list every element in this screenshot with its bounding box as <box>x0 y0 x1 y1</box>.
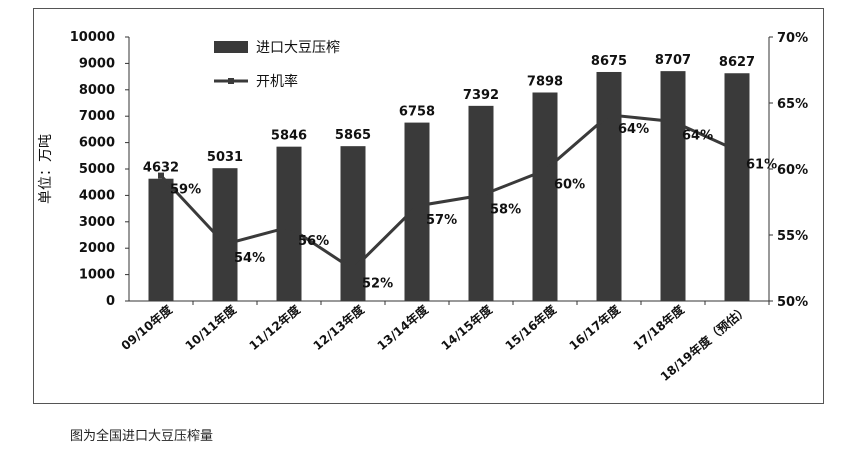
left-tick-label: 0 <box>106 294 115 309</box>
left-tick-label: 8000 <box>79 83 115 98</box>
category-label: 12/13年度 <box>310 301 368 353</box>
bar-value-label: 7898 <box>527 74 563 89</box>
line-point <box>670 118 676 125</box>
left-tick-label: 7000 <box>79 109 115 124</box>
category-label: 16/17年度 <box>566 301 624 353</box>
bar-value-label: 5031 <box>207 150 243 165</box>
line-point <box>414 202 420 209</box>
bar <box>340 146 366 301</box>
right-tick-label: 70% <box>777 31 808 46</box>
legend-bar-label: 进口大豆压榨 <box>256 39 340 56</box>
line-point <box>478 192 484 199</box>
line-value-label: 52% <box>362 276 393 291</box>
bar <box>148 178 174 301</box>
bars <box>148 71 750 302</box>
line-point <box>350 266 356 273</box>
legend-line-label: 开机率 <box>256 73 298 90</box>
category-label: 13/14年度 <box>374 301 432 353</box>
bar-value-label: 5846 <box>271 129 307 144</box>
data-labels: 4632 5031 5846 5865 6758 7392 7898 8675 8707 8627… <box>143 53 777 291</box>
left-tick-label: 10000 <box>70 30 115 45</box>
left-tick-label: 4000 <box>79 188 115 203</box>
line-value-label: 64% <box>682 128 713 143</box>
left-tick-label: 3000 <box>79 215 115 230</box>
left-tick-label: 9000 <box>79 56 115 71</box>
bar-value-label: 6758 <box>399 105 435 120</box>
bar <box>404 122 430 301</box>
bar <box>532 92 558 301</box>
line-point <box>222 241 228 248</box>
bar-value-label: 4632 <box>143 161 179 176</box>
line-value-label: 56% <box>298 234 329 249</box>
bar <box>660 71 686 302</box>
bar-value-label: 8627 <box>719 55 755 70</box>
bar-value-label: 8707 <box>655 53 691 68</box>
line-value-label: 54% <box>234 251 265 266</box>
line-value-label: 60% <box>554 177 585 192</box>
bar <box>724 73 750 302</box>
right-tick-label: 50% <box>777 295 808 310</box>
line-point <box>734 147 740 154</box>
chart-frame: 0 1000 2000 3000 4000 5000 6000 7000 8000 9000 100… <box>33 8 824 404</box>
category-label: 17/18年度 <box>630 301 688 353</box>
line-series-path <box>159 113 738 272</box>
category-label: 10/11年度 <box>182 301 240 353</box>
line-value-label: 64% <box>618 122 649 137</box>
y-axis-label: 单位：万吨 <box>38 134 54 204</box>
line-point <box>158 172 164 179</box>
right-tick-label: 55% <box>777 229 808 244</box>
category-label: 15/16年度 <box>502 301 560 353</box>
legend-bar-swatch <box>214 41 248 53</box>
line-series <box>158 111 740 273</box>
category-label: 14/15年度 <box>438 301 496 353</box>
left-tick-label: 5000 <box>79 162 115 177</box>
right-tick-label: 60% <box>777 163 808 178</box>
chart-caption: 图为全国进口大豆压榨量 <box>70 429 214 444</box>
bar <box>596 71 622 301</box>
bar-value-label: 5865 <box>335 128 371 143</box>
line-value-label: 57% <box>426 213 457 228</box>
left-tick-label: 2000 <box>79 241 115 256</box>
line-point <box>286 224 292 231</box>
bar-value-label: 7392 <box>463 88 499 103</box>
chart-svg: 0 1000 2000 3000 4000 5000 6000 7000 8000 9000 100… <box>38 30 808 384</box>
left-tick-label: 6000 <box>79 136 115 151</box>
line-value-label: 59% <box>170 183 201 198</box>
bar <box>276 146 302 301</box>
category-label: 11/12年度 <box>246 301 304 353</box>
line-point <box>542 167 548 174</box>
line-point <box>606 111 612 118</box>
line-value-label: 58% <box>490 202 521 217</box>
left-tick-label: 1000 <box>79 268 115 283</box>
bar <box>468 105 494 301</box>
category-label: 09/10年度 <box>118 301 176 353</box>
right-tick-label: 65% <box>777 97 808 112</box>
bar-value-label: 8675 <box>591 54 627 69</box>
legend-line-marker <box>228 78 234 84</box>
line-value-label: 61% <box>746 158 777 173</box>
